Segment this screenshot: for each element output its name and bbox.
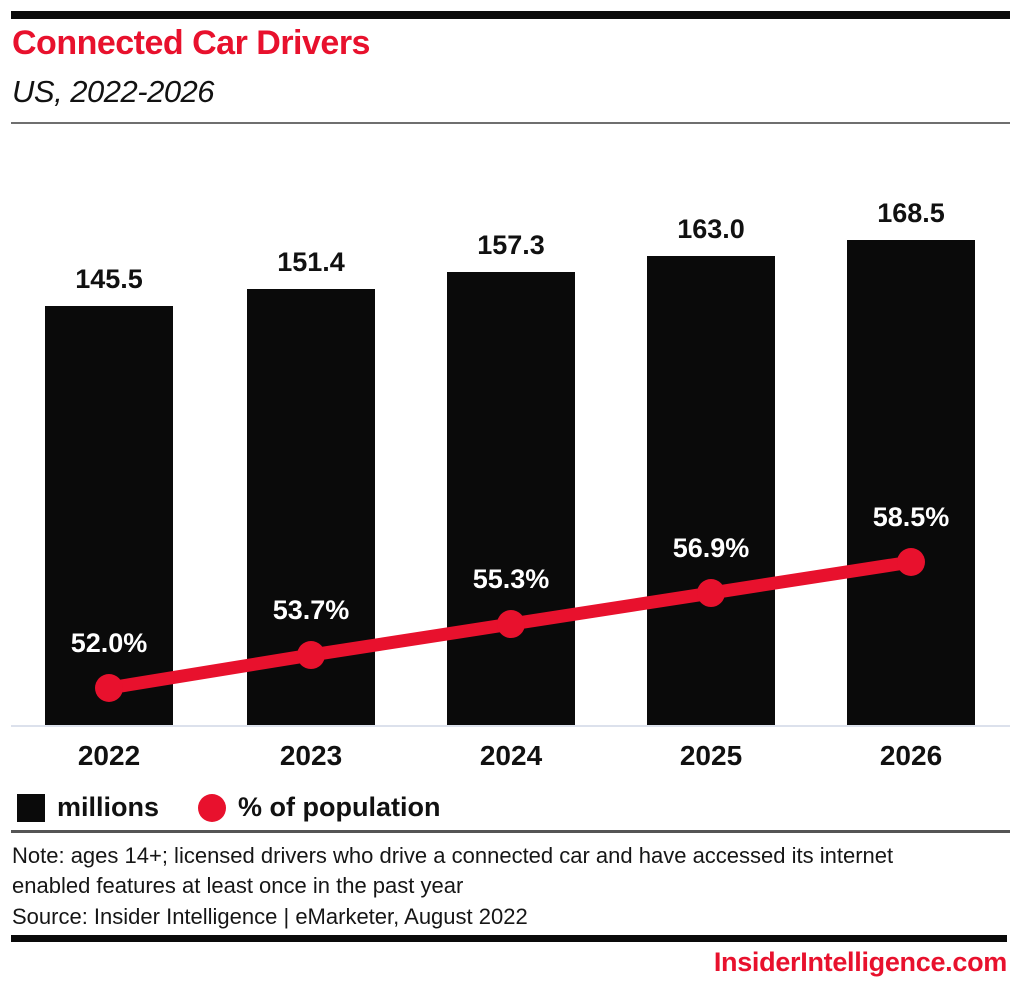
percent-label-2025: 56.9%: [672, 533, 750, 563]
footer-brand-link[interactable]: InsiderIntelligence.com: [713, 947, 1007, 977]
x-axis-label-2025: 2025: [679, 740, 743, 771]
page-subtitle: US, 2022-2026: [12, 74, 215, 109]
bar-2025: [647, 255, 775, 725]
bar-value-label-2023: 151.4: [277, 247, 345, 278]
x-axis-label-2022: 2022: [77, 740, 141, 771]
bar-value-label-2026: 168.5: [877, 197, 945, 228]
bar-2026: [847, 239, 975, 725]
bottom-black-rule: [11, 935, 1007, 942]
x-axis-label-2024: 2024: [479, 740, 543, 771]
source-text: Source: Insider Intelligence | eMarketer…: [12, 904, 528, 929]
bar-2023: [247, 289, 375, 725]
legend-label-millions: millions: [57, 792, 160, 822]
x-axis-label-2023: 2023: [279, 740, 343, 771]
bar-2024: [447, 272, 575, 725]
header-divider: [11, 122, 1010, 124]
black-bar-swatch-icon: [17, 793, 45, 822]
legend-label-percent: % of population: [238, 792, 441, 822]
bar-value-label-2024: 157.3: [477, 230, 545, 261]
bar-2022: [45, 306, 173, 725]
percent-label-2024: 55.3%: [472, 564, 550, 595]
red-dot-swatch-icon: [198, 793, 227, 822]
percent-label-2026: 58.5%: [872, 502, 950, 532]
percent-label-2023: 53.7%: [272, 595, 350, 626]
note-text: Note: ages 14+; licensed drivers who dri…: [12, 843, 894, 898]
percent-label-2022: 52.0%: [70, 628, 148, 658]
legend-item-percent: % of population: [173, 792, 440, 823]
x-axis-line: [11, 725, 1010, 727]
bar-value-label-2025: 163.0: [677, 213, 745, 244]
legend-item-millions: millions: [17, 792, 159, 823]
footnote-divider: [11, 830, 1010, 833]
top-black-rule: [11, 11, 1010, 19]
page-title: Connected Car Drivers: [12, 24, 370, 62]
bar-value-label-2022: 145.5: [75, 264, 143, 295]
x-axis-label-2026: 2026: [879, 740, 943, 771]
chart-legend: millions % of population: [17, 792, 440, 823]
